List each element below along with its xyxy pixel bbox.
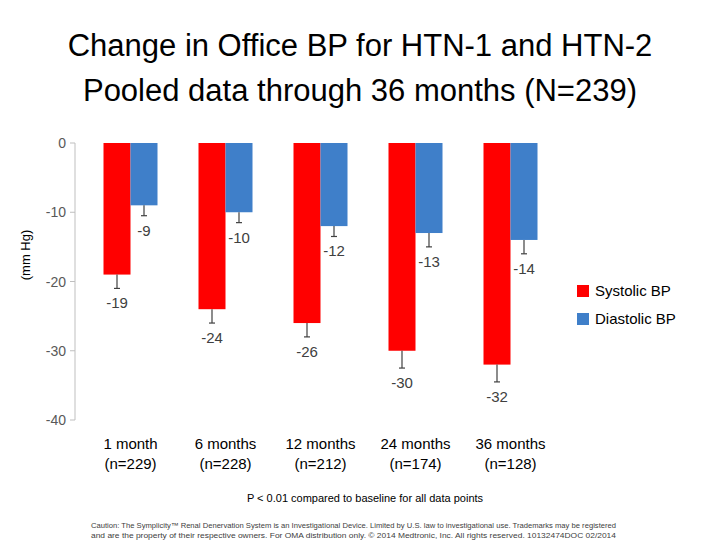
y-tick	[70, 350, 75, 351]
bar	[131, 143, 158, 205]
error-cap	[494, 381, 500, 382]
error-stem	[428, 233, 429, 247]
x-tick-label-line: 12 months	[285, 435, 355, 452]
y-tick	[70, 420, 75, 421]
data-label: -26	[296, 343, 318, 360]
error-bar	[494, 365, 500, 382]
data-label: -14	[513, 260, 535, 277]
marks	[104, 143, 538, 382]
y-tick-label: -40	[46, 412, 66, 428]
bar	[226, 143, 253, 212]
x-tick-label-line: 1 month	[103, 435, 157, 452]
x-tick-label-line: (n=128)	[484, 455, 536, 472]
data-label: -13	[418, 253, 440, 270]
legend-label: Systolic BP	[595, 282, 671, 299]
x-tick-label-line: 24 months	[380, 435, 450, 452]
y-tick-label: -30	[46, 343, 66, 359]
bar	[484, 143, 511, 365]
data-label: -32	[486, 388, 508, 405]
bar	[511, 143, 538, 240]
data-label: -19	[106, 294, 128, 311]
error-bar	[399, 351, 405, 368]
x-tick-label-line: (n=174)	[389, 455, 441, 472]
data-label: -30	[391, 374, 413, 391]
error-cap	[426, 246, 432, 247]
error-bar	[304, 323, 310, 337]
error-cap	[521, 253, 527, 254]
bar	[104, 143, 131, 275]
error-stem	[333, 226, 334, 236]
error-bar	[426, 233, 432, 247]
x-tick-label: 24 months (n=174)	[380, 435, 450, 472]
bar	[199, 143, 226, 309]
error-bar	[209, 309, 215, 323]
error-stem	[143, 205, 144, 215]
error-cap	[141, 215, 147, 216]
chart: Change in Office BP for HTN-1 and HTN-2 P…	[0, 0, 720, 540]
caution: Caution: The Symplicity™ Renal Denervati…	[91, 521, 616, 530]
y-tick	[70, 281, 75, 282]
y-tick	[70, 143, 75, 144]
error-cap	[114, 288, 120, 289]
error-stem	[116, 275, 117, 289]
x-tick-label-line: (n=229)	[104, 455, 156, 472]
footnote: P < 0.01 compared to baseline for all da…	[247, 492, 484, 504]
legend-swatch	[577, 285, 589, 297]
error-bar	[521, 240, 527, 254]
error-stem	[401, 351, 402, 368]
error-cap	[236, 222, 242, 223]
bar	[389, 143, 416, 351]
error-cap	[304, 336, 310, 337]
y-tick	[70, 212, 75, 213]
y-tick-label: 0	[58, 135, 66, 151]
error-cap	[209, 322, 215, 323]
error-bar	[141, 205, 147, 215]
legend-swatch	[577, 313, 589, 325]
error-bar	[114, 275, 120, 289]
x-tick-label: 1 month (n=229)	[103, 435, 157, 472]
data-labels: -19 -24 -26 -30 -32 -9 -10 -12 -13 -14	[106, 222, 535, 405]
x-tick-label-line: (n=228)	[199, 455, 251, 472]
bar	[294, 143, 321, 323]
y-axis-label: (mm Hg)	[18, 230, 33, 281]
error-bar	[236, 212, 242, 222]
y-tick-label: -10	[46, 204, 66, 220]
x-tick-label-line: 6 months	[195, 435, 257, 452]
x-tick-label: 6 months (n=228)	[195, 435, 257, 472]
y-tick-label: -20	[46, 274, 66, 290]
data-label: -24	[201, 329, 223, 346]
data-label: -10	[228, 229, 250, 246]
x-tick-label-line: (n=212)	[294, 455, 346, 472]
bar	[321, 143, 348, 226]
data-label: -9	[137, 222, 150, 239]
data-label: -12	[323, 242, 345, 259]
error-cap	[331, 236, 337, 237]
x-tick-label: 12 months (n=212)	[285, 435, 355, 472]
error-stem	[306, 323, 307, 337]
error-stem	[496, 365, 497, 382]
error-stem	[523, 240, 524, 254]
title: Change in Office BP for HTN-1 and HTN-2	[68, 28, 653, 63]
title: Pooled data through 36 months (N=239)	[83, 73, 637, 108]
caution: and are the property of their respective…	[91, 531, 616, 540]
error-cap	[399, 367, 405, 368]
error-stem	[238, 212, 239, 222]
x-tick-label-line: 36 months	[475, 435, 545, 452]
legend: Systolic BP Diastolic BP	[577, 282, 676, 327]
x-tick-label: 36 months (n=128)	[475, 435, 545, 472]
legend-label: Diastolic BP	[595, 310, 676, 327]
bar	[416, 143, 443, 233]
error-bar	[331, 226, 337, 236]
error-stem	[211, 309, 212, 323]
